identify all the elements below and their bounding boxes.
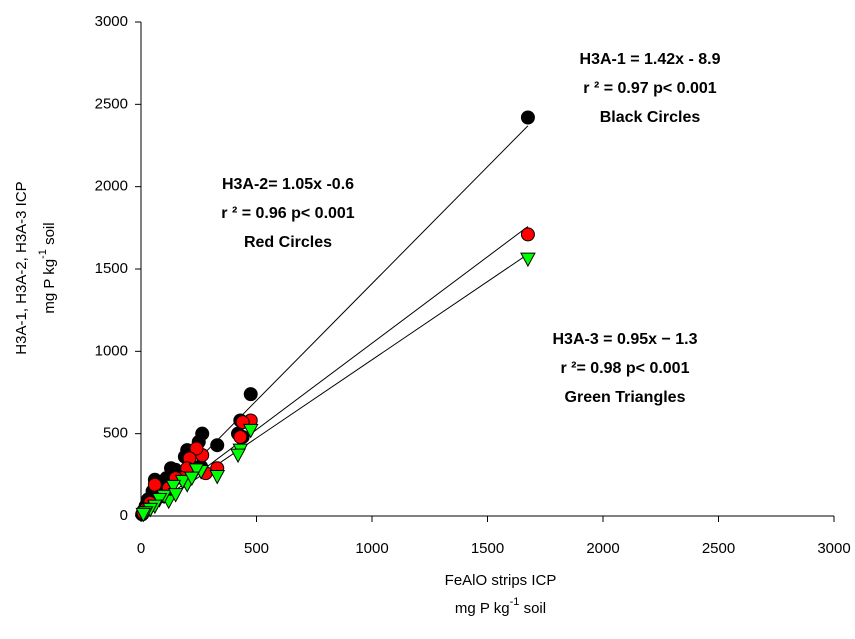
- point: [520, 227, 535, 242]
- ylabel-units: mg P kg-1 soil: [37, 222, 58, 313]
- y-tick-label: 3000: [95, 13, 128, 30]
- x-tick-label: 0: [137, 540, 145, 557]
- x-tick-label: 2000: [586, 540, 619, 557]
- y-tick-label: 1000: [95, 342, 128, 359]
- x-tick-label: 2500: [702, 540, 735, 557]
- unit-sup: -1: [510, 596, 520, 608]
- unit-text: mg P kg: [41, 259, 58, 314]
- annotation: Red Circles: [244, 234, 332, 251]
- y-tick-label: 2500: [95, 95, 128, 112]
- unit-text: soil: [519, 600, 546, 617]
- point: [230, 448, 246, 464]
- unit-text: mg P kg: [455, 600, 510, 617]
- annotation: H3A-1 = 1.42x - 8.9: [580, 51, 721, 68]
- ylabel-group: H3A-1, H3A-2, H3A-3 ICP mg P kg-1 soil: [13, 181, 58, 354]
- y-tick-label: 0: [120, 507, 128, 524]
- point: [209, 469, 226, 485]
- point: [188, 463, 205, 478]
- y-tick-label: 2000: [95, 178, 128, 195]
- annotation: r ² = 0.96 p< 0.001: [221, 205, 355, 222]
- x-tick-label: 500: [244, 540, 269, 557]
- point: [242, 423, 259, 439]
- point: [520, 110, 535, 125]
- unit-sup: -1: [37, 249, 49, 259]
- point: [233, 429, 248, 444]
- x-tick-label: 1000: [355, 540, 388, 557]
- point: [189, 441, 204, 456]
- point: [165, 479, 182, 495]
- point: [167, 488, 184, 503]
- annotation: Green Triangles: [565, 389, 686, 406]
- unit-text: soil: [41, 222, 58, 249]
- x-tick-label: 1500: [471, 540, 504, 557]
- ylabel: H3A-1, H3A-2, H3A-3 ICP: [13, 181, 30, 354]
- point: [147, 477, 162, 492]
- annotation: H3A-2= 1.05x -0.6: [222, 176, 354, 193]
- y-tick-label: 500: [103, 425, 128, 442]
- xlabel: FeAlO strips ICP: [445, 572, 557, 589]
- annotation: H3A-3 = 0.95x − 1.3: [553, 331, 698, 348]
- xlabel-units: mg P kg-1 soil: [455, 596, 546, 617]
- point: [243, 387, 258, 402]
- annotation: Black Circles: [600, 109, 701, 126]
- x-tick-label: 3000: [817, 540, 850, 557]
- xlabel-group: FeAlO strips ICP mg P kg-1 soil: [445, 572, 557, 617]
- annotation: r ²= 0.98 p< 0.001: [561, 360, 690, 377]
- point: [135, 507, 152, 523]
- point: [210, 438, 225, 453]
- point: [520, 252, 536, 268]
- point: [183, 471, 200, 487]
- annotation: r ² = 0.97 p< 0.001: [583, 80, 717, 97]
- y-tick-label: 1500: [95, 260, 128, 277]
